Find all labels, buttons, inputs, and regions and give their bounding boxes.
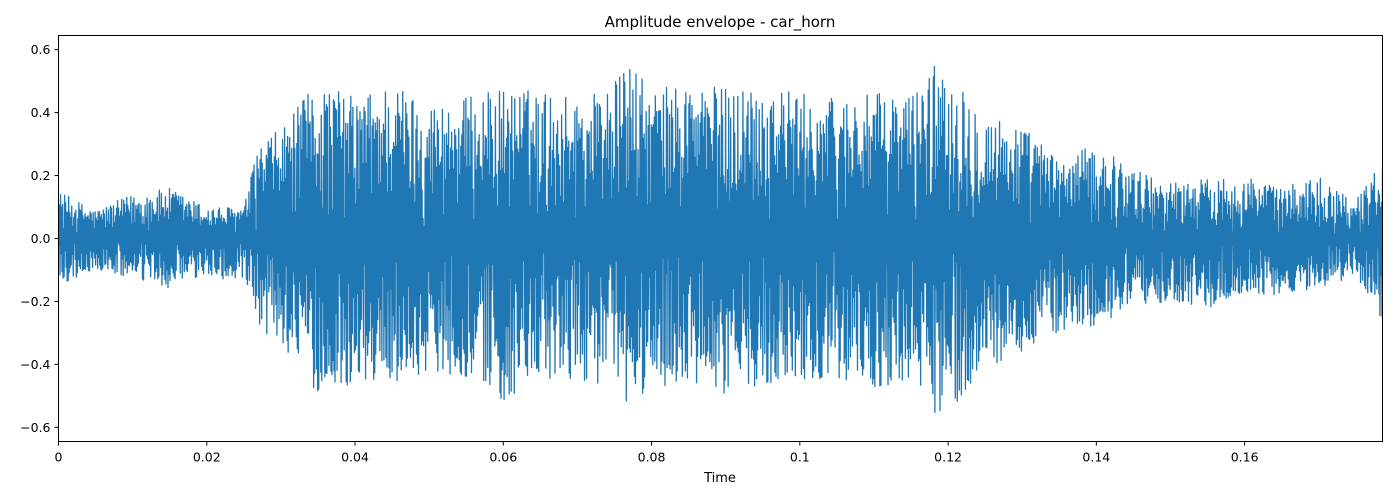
y-tick-label: 0.2 — [31, 168, 51, 183]
x-tick-label: 0.06 — [489, 450, 517, 465]
x-tick-label: 0.08 — [638, 450, 666, 465]
x-tick-label: 0.02 — [193, 450, 221, 465]
plot-frame — [58, 35, 1383, 442]
y-tick-label: 0.0 — [31, 231, 51, 246]
x-tick-label: 0.16 — [1231, 450, 1259, 465]
x-tick-label: 0 — [55, 450, 63, 465]
x-tick-label: 0.14 — [1082, 450, 1110, 465]
y-tick-label: 0.6 — [31, 42, 51, 57]
y-tick-label: 0.4 — [31, 105, 51, 120]
y-tick-label: −0.2 — [20, 294, 50, 309]
x-tick-label: 0.04 — [341, 450, 369, 465]
y-tick-label: −0.6 — [20, 420, 50, 435]
chart-title: Amplitude envelope - car_horn — [605, 13, 836, 32]
y-tick-label: −0.4 — [20, 357, 50, 372]
x-axis-label: Time — [703, 471, 736, 486]
waveform-line — [58, 66, 1383, 413]
x-tick-label: 0.12 — [934, 450, 962, 465]
x-tick-label: 0.1 — [790, 450, 810, 465]
